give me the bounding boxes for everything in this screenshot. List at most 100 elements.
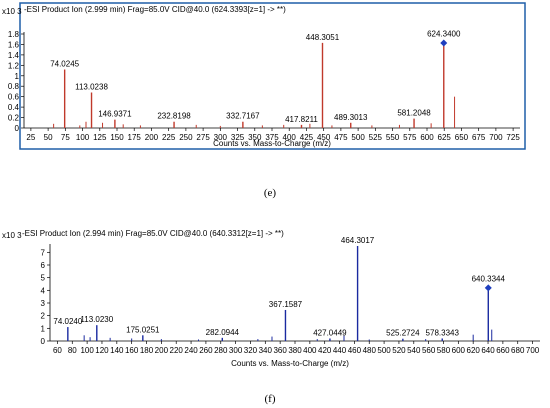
y-tick-label: 4 xyxy=(41,286,46,295)
peak-label: 489.3013 xyxy=(334,113,368,122)
x-tick-label: 200 xyxy=(145,133,159,142)
y-tick-label: 0.2 xyxy=(8,114,20,123)
panel-f-header: -ESI Product Ion (2.994 min) Frag=85.0V … xyxy=(22,229,284,238)
x-tick-label: 600 xyxy=(420,133,434,142)
y-tick-label: 1 xyxy=(15,72,20,81)
x-tick-label: 250 xyxy=(179,133,193,142)
spectrum-panel-f: x10 3 -ESI Product Ion (2.994 min) Frag=… xyxy=(2,229,540,368)
y-tick-label: 0.6 xyxy=(8,93,20,102)
y-tick-label: 7 xyxy=(41,248,46,257)
x-tick-label: 500 xyxy=(377,346,391,355)
x-tick-label: 325 xyxy=(231,133,245,142)
x-tick-label: 300 xyxy=(229,346,243,355)
x-tick-label: 480 xyxy=(363,346,377,355)
x-tick-label: 280 xyxy=(214,346,228,355)
peak-label: 578.3343 xyxy=(426,328,460,337)
x-tick-label: 660 xyxy=(496,346,510,355)
caption-f: (f) xyxy=(265,393,276,405)
x-tick-label: 225 xyxy=(162,133,176,142)
x-tick-label: 450 xyxy=(317,133,331,142)
peak-label: 448.3051 xyxy=(306,33,340,42)
x-tick-label: 220 xyxy=(170,346,184,355)
peak-label: 113.0230 xyxy=(80,315,113,324)
x-tick-label: 260 xyxy=(199,346,213,355)
peak-label: 624.3400 xyxy=(427,29,461,38)
x-tick-label: 100 xyxy=(76,133,90,142)
x-tick-label: 680 xyxy=(511,346,525,355)
x-tick-label: 560 xyxy=(422,346,436,355)
x-tick-label: 200 xyxy=(155,346,169,355)
y-tick-label: 1.8 xyxy=(8,30,20,39)
x-tick-label: 25 xyxy=(26,133,35,142)
x-tick-label: 60 xyxy=(53,346,62,355)
precursor-marker-icon xyxy=(440,39,448,47)
x-tick-label: 400 xyxy=(283,133,297,142)
peak-label: 146.9371 xyxy=(98,110,132,119)
panel-e-frame xyxy=(19,2,526,150)
x-tick-label: 700 xyxy=(489,133,503,142)
spectrum-panel-e: x10 3 -ESI Product Ion (2.999 min) Frag=… xyxy=(2,2,526,150)
x-tick-label: 140 xyxy=(110,346,124,355)
x-tick-label: 525 xyxy=(369,133,383,142)
x-tick-label: 380 xyxy=(288,346,302,355)
x-tick-label: 650 xyxy=(455,133,469,142)
y-tick-label: 0 xyxy=(15,124,20,133)
y-tick-label: 6 xyxy=(41,261,46,270)
x-tick-label: 80 xyxy=(68,346,77,355)
x-tick-label: 440 xyxy=(333,346,347,355)
x-tick-label: 160 xyxy=(125,346,139,355)
panel-e-plot: 00.2 0.40.6 0.81 1.21.4 1.61.8 25 50 75 100 125 15… xyxy=(8,29,520,142)
x-tick-label: 500 xyxy=(351,133,365,142)
x-tick-label: 240 xyxy=(184,346,198,355)
peak-label: 525.2724 xyxy=(386,329,420,338)
x-tick-label: 725 xyxy=(506,133,520,142)
x-tick-label: 550 xyxy=(386,133,400,142)
peak-label: 640.3344 xyxy=(472,274,506,283)
panel-f-multiplier: x10 3 xyxy=(2,231,22,240)
x-tick-label: 275 xyxy=(196,133,210,142)
x-tick-label: 400 xyxy=(303,346,317,355)
y-tick-label: 2 xyxy=(41,312,46,321)
x-tick-label: 180 xyxy=(140,346,154,355)
panel-f-xlabel: Counts vs. Mass-to-Charge (m/z) xyxy=(231,359,349,368)
peak-label: 427.0449 xyxy=(313,328,347,337)
x-tick-label: 600 xyxy=(452,346,466,355)
x-tick-label: 625 xyxy=(438,133,452,142)
x-tick-label: 520 xyxy=(392,346,406,355)
x-tick-label: 175 xyxy=(128,133,142,142)
x-tick-label: 125 xyxy=(93,133,107,142)
peak-label: 581.2048 xyxy=(397,109,431,118)
y-tick-label: 0.4 xyxy=(8,103,20,112)
panel-e-xlabel: Counts vs. Mass-to-Charge (m/z) xyxy=(213,139,331,148)
peak-label: 367.1587 xyxy=(269,300,303,309)
x-tick-label: 425 xyxy=(300,133,314,142)
peak-label: 282.0944 xyxy=(206,328,240,337)
panel-e-multiplier: x10 3 xyxy=(2,7,22,16)
peak-label: 113.0238 xyxy=(75,82,108,91)
y-tick-label: 1.4 xyxy=(8,51,20,60)
x-tick-label: 420 xyxy=(318,346,332,355)
precursor-marker-icon xyxy=(484,284,492,292)
x-tick-label: 50 xyxy=(44,133,53,142)
y-tick-label: 1 xyxy=(41,324,46,333)
peak-label: 175.0251 xyxy=(126,325,160,334)
panel-e-header: -ESI Product Ion (2.999 min) Frag=85.0V … xyxy=(24,5,286,14)
x-tick-label: 580 xyxy=(437,346,451,355)
peak-label: 332.7167 xyxy=(226,112,260,121)
y-tick-label: 5 xyxy=(41,274,46,283)
caption-e: (e) xyxy=(264,187,277,199)
x-tick-label: 150 xyxy=(110,133,124,142)
peak-label: 417.8211 xyxy=(285,115,318,124)
x-tick-label: 620 xyxy=(467,346,481,355)
peak-label: 464.3017 xyxy=(341,236,375,245)
x-tick-label: 340 xyxy=(259,346,273,355)
x-tick-label: 360 xyxy=(273,346,287,355)
x-tick-label: 300 xyxy=(214,133,228,142)
x-tick-label: 375 xyxy=(265,133,279,142)
x-tick-label: 640 xyxy=(481,346,495,355)
y-tick-label: 0.8 xyxy=(8,82,20,91)
x-tick-label: 540 xyxy=(407,346,421,355)
peak-label: 232.8198 xyxy=(157,112,191,121)
